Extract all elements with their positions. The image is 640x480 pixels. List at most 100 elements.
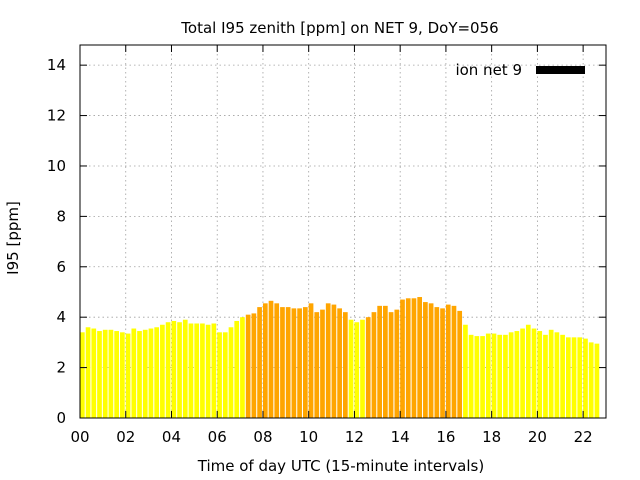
bar bbox=[165, 322, 171, 418]
bar bbox=[91, 328, 97, 418]
x-tick-label: 06 bbox=[208, 428, 227, 446]
x-tick-label: 16 bbox=[436, 428, 455, 446]
bar bbox=[520, 328, 525, 418]
bar bbox=[280, 307, 285, 418]
bar bbox=[343, 312, 348, 418]
bar bbox=[302, 307, 308, 418]
bar bbox=[525, 324, 531, 418]
y-tick-label: 12 bbox=[47, 107, 66, 125]
bar bbox=[188, 323, 194, 418]
bar bbox=[274, 303, 280, 418]
bar bbox=[360, 319, 365, 418]
bar bbox=[554, 332, 560, 418]
bar bbox=[457, 310, 463, 418]
legend-label: ion net 9 bbox=[455, 61, 522, 79]
bar bbox=[217, 332, 222, 418]
bar bbox=[411, 298, 417, 418]
y-tick-label: 10 bbox=[47, 157, 66, 175]
y-axis-label: I95 [ppm] bbox=[4, 201, 22, 275]
bar bbox=[120, 332, 125, 418]
chart-title: Total I95 zenith [ppm] on NET 9, DoY=056 bbox=[180, 19, 498, 37]
bar bbox=[251, 313, 257, 418]
y-tick-label: 8 bbox=[56, 207, 66, 225]
bar bbox=[417, 297, 423, 418]
bar bbox=[211, 323, 217, 418]
bar bbox=[137, 331, 142, 418]
bar bbox=[354, 322, 360, 418]
bar bbox=[434, 307, 440, 418]
bar bbox=[543, 334, 548, 418]
bar bbox=[194, 323, 200, 418]
bar bbox=[337, 308, 342, 418]
plot-frame bbox=[79, 44, 607, 419]
bar bbox=[371, 312, 377, 418]
legend: ion net 9 bbox=[455, 61, 585, 79]
bar bbox=[291, 308, 297, 418]
x-tick-label: 00 bbox=[70, 428, 89, 446]
bar bbox=[583, 338, 588, 418]
bar bbox=[394, 309, 400, 418]
bar bbox=[365, 317, 371, 418]
bar bbox=[514, 331, 520, 418]
bar bbox=[463, 324, 468, 418]
bar bbox=[571, 337, 577, 418]
bar bbox=[428, 303, 434, 418]
bar bbox=[240, 317, 245, 418]
bar bbox=[320, 309, 325, 418]
bar bbox=[485, 333, 491, 418]
x-axis-label: Time of day UTC (15-minute intervals) bbox=[197, 457, 484, 475]
bar bbox=[257, 307, 262, 418]
x-tick-label: 18 bbox=[482, 428, 501, 446]
bar bbox=[537, 331, 543, 418]
bar bbox=[297, 308, 302, 418]
y-tick-label: 6 bbox=[56, 258, 66, 276]
bar bbox=[142, 329, 148, 418]
legend-swatch bbox=[536, 66, 585, 74]
bar bbox=[108, 329, 114, 418]
bars bbox=[80, 297, 600, 418]
bar bbox=[160, 324, 165, 418]
x-tick-label: 02 bbox=[116, 428, 135, 446]
y-tick-label: 14 bbox=[47, 56, 66, 74]
bar bbox=[262, 303, 268, 418]
bar bbox=[577, 337, 583, 418]
bar bbox=[565, 337, 571, 418]
bar bbox=[503, 334, 508, 418]
y-tick-label: 0 bbox=[56, 409, 66, 427]
x-tick-label: 08 bbox=[253, 428, 272, 446]
bar bbox=[400, 299, 405, 418]
bar bbox=[468, 334, 474, 418]
bar bbox=[331, 304, 337, 418]
bar bbox=[171, 320, 177, 418]
bar bbox=[480, 336, 485, 418]
bar bbox=[377, 305, 382, 418]
bar bbox=[222, 332, 228, 418]
bar bbox=[102, 329, 108, 418]
bar bbox=[445, 304, 451, 418]
bar bbox=[491, 333, 497, 418]
bar bbox=[440, 308, 445, 418]
x-tick-label: 20 bbox=[528, 428, 547, 446]
x-tick-label: 12 bbox=[345, 428, 364, 446]
bar bbox=[85, 327, 91, 418]
bar bbox=[348, 319, 354, 418]
bar bbox=[125, 333, 131, 418]
bar bbox=[148, 328, 154, 418]
bar bbox=[383, 305, 388, 418]
bar bbox=[548, 329, 554, 418]
bar bbox=[285, 307, 291, 418]
bar bbox=[560, 334, 565, 418]
bar bbox=[423, 302, 428, 418]
bar bbox=[200, 323, 205, 418]
bar bbox=[451, 305, 457, 418]
bar bbox=[80, 332, 85, 418]
bar bbox=[405, 298, 411, 418]
bar bbox=[97, 331, 102, 418]
x-tick-label: 14 bbox=[391, 428, 410, 446]
bar bbox=[245, 314, 251, 418]
bar bbox=[308, 303, 314, 418]
bar bbox=[588, 342, 594, 418]
bar bbox=[177, 322, 182, 418]
bar bbox=[531, 328, 537, 418]
